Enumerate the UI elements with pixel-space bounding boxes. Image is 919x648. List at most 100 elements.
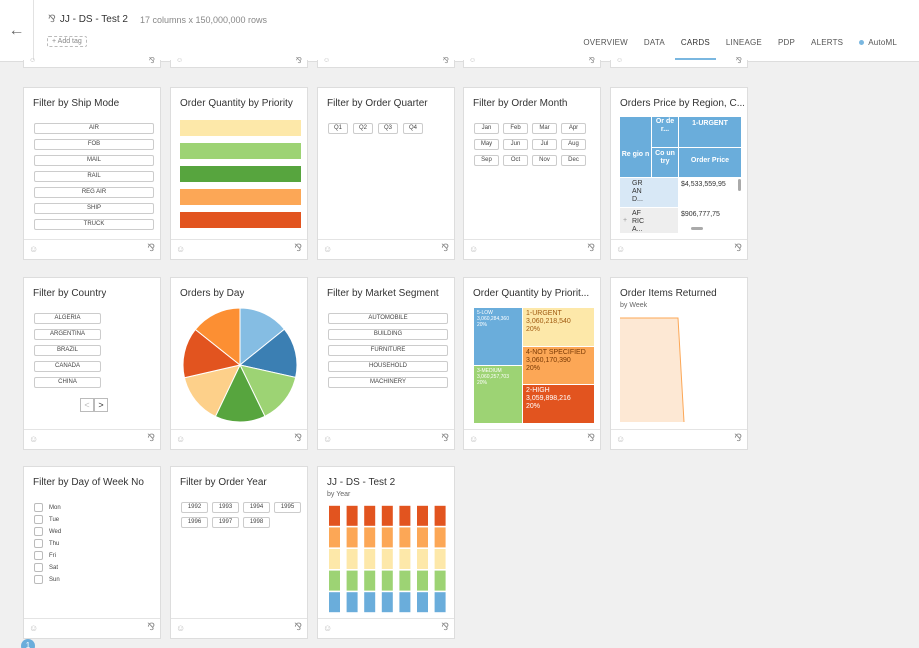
day-checkbox-row[interactable]: Sat (34, 563, 58, 572)
stacked-bar-segment[interactable] (434, 505, 446, 526)
lineage-icon[interactable]: ⅋ (734, 433, 742, 444)
filter-option[interactable]: 1996 (181, 517, 208, 528)
header-order-price[interactable]: Order Price (679, 148, 741, 177)
collaborators-icon[interactable]: ☺ (29, 434, 39, 444)
filter-option[interactable]: Aug (561, 139, 586, 150)
pie-chart[interactable] (181, 306, 299, 424)
day-checkbox-row[interactable]: Tue (34, 515, 59, 524)
checkbox[interactable] (34, 563, 43, 572)
lineage-icon[interactable]: ⅋ (147, 433, 155, 444)
filter-option[interactable]: Sep (474, 155, 499, 166)
card-country[interactable]: Filter by Country ALGERIA ARGENTINA BRAZIL… (23, 277, 161, 450)
stacked-bar-segment[interactable] (417, 505, 428, 526)
collaborators-icon[interactable]: ☺ (29, 244, 39, 254)
card-order-quantity-treemap[interactable]: Order Quantity by Priorit... 5-LOW 3,060,… (463, 277, 601, 450)
pie-slice[interactable] (194, 307, 241, 367)
collaborators-icon[interactable]: ☺ (323, 244, 333, 254)
stacked-bar-segment[interactable] (434, 592, 446, 613)
stacked-bar-segment[interactable] (434, 527, 446, 548)
card-order-month[interactable]: Filter by Order Month Jan Feb Mar Apr May Jun… (463, 87, 601, 260)
collaborators-icon[interactable]: ☺ (176, 244, 186, 254)
stacked-bar-segment[interactable] (417, 527, 428, 548)
filter-option[interactable]: REG AIR (34, 187, 154, 198)
collaborators-icon[interactable]: ☺ (469, 244, 479, 254)
day-checkbox-row[interactable]: Mon (34, 503, 61, 512)
stacked-bar-segment[interactable] (381, 527, 393, 548)
filter-option[interactable]: FOB (34, 139, 154, 150)
filter-option[interactable]: CANADA (34, 361, 101, 372)
treemap-cell[interactable]: 2-HIGH 3,059,898,216 20% (523, 385, 594, 423)
day-checkbox-row[interactable]: Fri (34, 551, 56, 560)
lineage-icon[interactable]: ⅋ (442, 56, 449, 65)
tab-overview[interactable]: OVERVIEW (583, 38, 628, 47)
lineage-icon[interactable]: ⅋ (587, 433, 595, 444)
collaborators-icon[interactable]: ☺ (616, 57, 624, 64)
stacked-bar-segment[interactable] (434, 549, 446, 569)
checkbox[interactable] (34, 515, 43, 524)
filter-option[interactable]: AUTOMOBILE (328, 313, 448, 324)
pie-slice[interactable] (239, 364, 297, 417)
day-checkbox-row[interactable]: Sun (34, 575, 60, 584)
card-orders-by-day[interactable]: Orders by Day ☺ ⅋ (170, 277, 308, 450)
collaborators-icon[interactable]: ☺ (616, 434, 626, 444)
collaborators-icon[interactable]: ☺ (469, 57, 477, 64)
collaborators-icon[interactable]: ☺ (323, 434, 333, 444)
filter-option[interactable]: 1994 (243, 502, 270, 513)
filter-option[interactable]: MAIL (34, 155, 154, 166)
collaborators-icon[interactable]: ☺ (616, 244, 626, 254)
priority-bar[interactable] (180, 120, 301, 136)
filter-option[interactable]: SHIP (34, 203, 154, 214)
lineage-icon[interactable]: ⅋ (294, 433, 302, 444)
checkbox[interactable] (34, 539, 43, 548)
header-region[interactable]: Re gio n (620, 148, 651, 177)
collaborators-icon[interactable]: ☺ (29, 57, 37, 64)
collaborators-icon[interactable]: ☺ (469, 434, 479, 444)
filter-option[interactable]: Jun (503, 139, 528, 150)
stacked-bar-segment[interactable] (329, 570, 340, 591)
stacked-bar-segment[interactable] (381, 549, 393, 569)
stacked-bar-segment[interactable] (346, 549, 358, 569)
treemap-cell[interactable]: 1-URGENT 3,060,218,540 20% (523, 308, 594, 346)
lineage-icon[interactable]: ⅋ (148, 56, 155, 65)
filter-option[interactable]: BRAZIL (34, 345, 101, 356)
card-ds-test-2[interactable]: JJ - DS - Test 2 by Year ☺ ⅋ (317, 466, 455, 639)
card-orders-price-region[interactable]: Orders Price by Region, C... Or de r... … (610, 87, 748, 260)
filter-option[interactable]: Q3 (378, 123, 398, 134)
collaborators-icon[interactable]: ☺ (176, 57, 184, 64)
filter-option[interactable]: Apr (561, 123, 586, 134)
lineage-icon[interactable]: ⅋ (587, 243, 595, 254)
day-checkbox-row[interactable]: Wed (34, 527, 61, 536)
lineage-icon[interactable]: ⅋ (294, 243, 302, 254)
filter-option[interactable]: Oct (503, 155, 528, 166)
checkbox[interactable] (34, 503, 43, 512)
back-button[interactable]: ← (0, 0, 34, 62)
card-order-year[interactable]: Filter by Order Year 1992 1993 1994 1995 199… (170, 466, 308, 639)
filter-option[interactable]: Q4 (403, 123, 423, 134)
tab-pdp[interactable]: PDP (777, 38, 796, 47)
filter-option[interactable]: Mar (532, 123, 557, 134)
tab-data[interactable]: DATA (643, 38, 665, 47)
stacked-bar-segment[interactable] (329, 549, 340, 569)
next-page-button[interactable]: > (94, 398, 108, 412)
stacked-bar-segment[interactable] (399, 592, 411, 613)
filter-option[interactable]: Q2 (353, 123, 373, 134)
filter-option[interactable]: 1995 (274, 502, 301, 513)
filter-option[interactable]: ALGERIA (34, 313, 101, 324)
tab-lineage[interactable]: LINEAGE (725, 38, 762, 47)
priority-bar[interactable] (180, 189, 301, 205)
filter-option[interactable]: BUILDING (328, 329, 448, 340)
pie-slice[interactable] (183, 364, 241, 418)
filter-option[interactable]: Jan (474, 123, 499, 134)
card-order-quantity-priority[interactable]: Order Quantity by Priority ☺ ⅋ (170, 87, 308, 260)
filter-option[interactable]: May (474, 139, 499, 150)
stacked-bar-segment[interactable] (329, 505, 340, 526)
priority-bar[interactable] (180, 212, 301, 228)
filter-option[interactable]: 1997 (212, 517, 239, 528)
pie-slice[interactable] (238, 328, 298, 379)
lineage-icon[interactable]: ⅋ (441, 622, 449, 633)
treemap-cell[interactable]: 5-LOW 3,060,284,360 20% (474, 308, 522, 365)
filter-option[interactable]: CHINA (34, 377, 101, 388)
collaborators-icon[interactable]: ☺ (29, 623, 39, 633)
checkbox[interactable] (34, 551, 43, 560)
header-country[interactable]: Co un try (652, 148, 678, 177)
